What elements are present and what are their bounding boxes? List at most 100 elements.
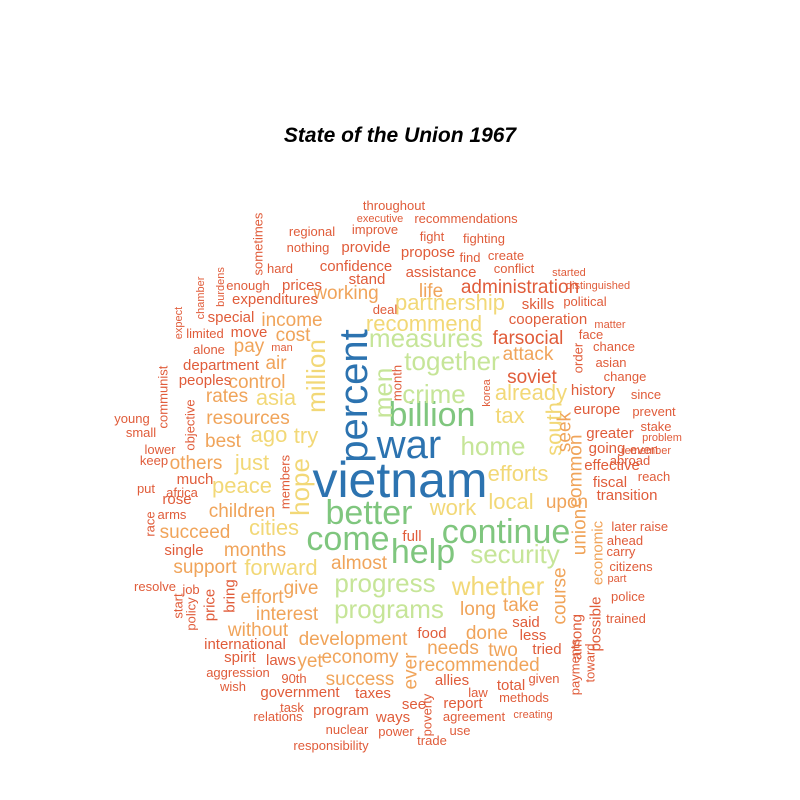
word-progress: progress (334, 568, 435, 598)
word-war: war (376, 423, 441, 467)
word-development: development (299, 629, 409, 650)
word-spirit: spirit (224, 649, 257, 666)
word-best: best (205, 431, 242, 452)
word-needs: needs (427, 638, 479, 659)
word-attack: attack (503, 344, 554, 365)
word-burdens: burdens (215, 267, 227, 307)
word-single: single (164, 542, 203, 559)
word-success: success (326, 669, 395, 690)
word-aggression: aggression (206, 665, 270, 680)
word-report: report (443, 695, 483, 712)
word-much: much (177, 471, 214, 488)
word-remember: remember (621, 445, 671, 457)
word-economy: economy (321, 647, 399, 668)
word-give: give (284, 578, 319, 599)
chart-title: State of the Union 1967 (283, 124, 517, 147)
word-police: police (611, 589, 645, 604)
word-cities: cities (249, 515, 299, 540)
word-ways: ways (375, 709, 410, 726)
word-farsocial: farsocial (493, 328, 564, 349)
word-taxes: taxes (355, 685, 391, 702)
word-young: young (114, 411, 149, 426)
word-vietnam: vietnam (312, 452, 487, 508)
word-help: help (391, 533, 455, 571)
word-skills: skills (522, 296, 555, 313)
word-task: task (280, 700, 304, 715)
word-men: men (368, 368, 398, 419)
word-members: members (278, 454, 293, 509)
word-ahead: ahead (607, 533, 643, 548)
word-order: order (571, 342, 586, 373)
word-working: working (312, 283, 378, 304)
word-trained: trained (606, 611, 646, 626)
word-recommendations: recommendations (414, 211, 518, 226)
word-come: come (306, 520, 389, 558)
word-race: race (143, 511, 158, 536)
word-less: less (520, 627, 547, 644)
word-wish: wish (219, 679, 246, 694)
word-asian: asian (595, 355, 626, 370)
word-start: start (171, 593, 186, 619)
word-done: done (466, 623, 508, 644)
word-stand: stand (349, 271, 386, 288)
word-measures: measures (369, 323, 483, 353)
word-forward: forward (244, 555, 317, 580)
word-better: better (326, 494, 413, 532)
word-arms: arms (158, 507, 187, 522)
word-recommend: recommend (366, 311, 482, 336)
word-stake: stake (640, 419, 671, 434)
word-part: part (608, 573, 627, 585)
word-korea: korea (481, 378, 493, 406)
word-million: million (301, 339, 331, 413)
word-objective: objective (183, 399, 198, 450)
word-children: children (209, 501, 276, 522)
word-nuclear: nuclear (326, 722, 369, 737)
word-expenditures: expenditures (232, 291, 318, 308)
word-improve: improve (352, 222, 398, 237)
word-reach: reach (638, 469, 671, 484)
word-two: two (488, 640, 518, 661)
word-allies: allies (435, 672, 469, 689)
word-income: income (261, 310, 322, 331)
word-month: month (390, 365, 405, 401)
word-political: political (563, 294, 606, 309)
word-chance: chance (593, 339, 635, 354)
word-abroad: abroad (610, 453, 650, 468)
word-payments: payments (568, 638, 583, 695)
word-regional: regional (289, 224, 335, 239)
word-rose: rose (162, 491, 191, 508)
word-pay: pay (234, 336, 265, 357)
word-among: among (569, 614, 586, 660)
word-south: south (542, 402, 567, 456)
word-food: food (417, 625, 446, 642)
word-work: work (429, 495, 477, 520)
word-billion: billion (389, 396, 476, 434)
word-prevent: prevent (632, 404, 676, 419)
word-poverty: poverty (420, 693, 435, 736)
word-total: total (497, 677, 525, 694)
word-peoples: peoples (179, 372, 232, 389)
word-whether: whether (451, 571, 545, 601)
word-home: home (460, 431, 525, 461)
word-europe: europe (574, 401, 621, 418)
word-man: man (271, 342, 292, 354)
word-life: life (419, 281, 443, 302)
word-communist: communist (156, 365, 171, 428)
word-percent: percent (332, 329, 376, 462)
word-conflict: conflict (494, 261, 535, 276)
word-program: program (313, 702, 369, 719)
word-recommended: recommended (418, 655, 539, 676)
word-started: started (552, 267, 586, 279)
word-raise: raise (640, 519, 668, 534)
word-possible: possible (588, 596, 605, 651)
word-expect: expect (173, 307, 185, 339)
word-responsibility: responsibility (293, 738, 369, 753)
word-resolve: resolve (134, 579, 176, 594)
word-fight: fight (420, 229, 445, 244)
word-efforts: efforts (488, 461, 549, 486)
word-tax: tax (495, 403, 524, 428)
word-later: later (611, 519, 637, 534)
word-since: since (631, 387, 661, 402)
word-upon: upon (546, 492, 588, 513)
word-lower: lower (144, 442, 176, 457)
